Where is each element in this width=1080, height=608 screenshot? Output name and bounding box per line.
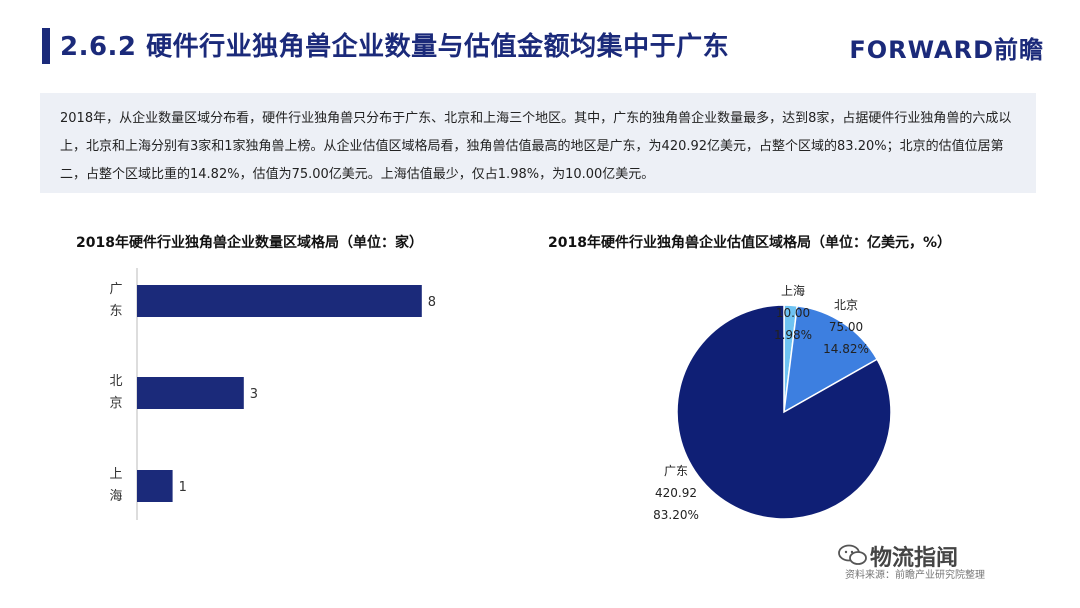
bar-value-label: 8	[428, 295, 436, 310]
bar-北京	[137, 377, 244, 409]
pie-label-name: 北京	[834, 298, 858, 312]
category-label: 北	[109, 374, 122, 389]
bar-上海	[137, 470, 173, 502]
pie-label-percent: 83.20%	[653, 508, 699, 522]
title-accent-bar	[42, 28, 50, 64]
wechat-icon	[838, 544, 867, 565]
pie-label-name: 上海	[781, 283, 805, 298]
category-label: 京	[109, 396, 122, 411]
source-note: 资料来源：前瞻产业研究院整理	[845, 570, 985, 581]
bar-value-label: 3	[250, 387, 258, 402]
category-label: 广	[109, 282, 122, 297]
bar-value-label: 1	[179, 480, 187, 495]
page-title: 2.6.2 硬件行业独角兽企业数量与估值金额均集中于广东	[60, 32, 730, 62]
summary-box: 2018年，从企业数量区域分布看，硬件行业独角兽只分布于广东、北京和上海三个地区…	[40, 93, 1036, 193]
pie-slice-北京	[783, 304, 879, 414]
category-label: 海	[109, 489, 122, 504]
pie-label-value: 75.00	[829, 320, 863, 334]
pie-label-percent: 14.82%	[823, 342, 869, 356]
summary-text: 2018年，从企业数量区域分布看，硬件行业独角兽只分布于广东、北京和上海三个地区…	[60, 111, 1012, 182]
pie-chart-title: 2018年硬件行业独角兽企业估值区域格局（单位：亿美元，%）	[548, 235, 951, 251]
wechat-account-name: 物流指闻	[870, 546, 959, 571]
category-label: 东	[109, 304, 122, 319]
pie-label-name: 广东	[664, 464, 688, 478]
pie-label-percent: 1.98%	[774, 328, 812, 342]
pie-label-value: 420.92	[655, 486, 697, 500]
pie-slice-广东	[676, 304, 892, 520]
forward-logo: FORWARD前瞻	[849, 36, 1044, 64]
bar-广东	[137, 285, 422, 317]
pie-label-value: 10.00	[776, 306, 810, 320]
category-label: 上	[109, 467, 122, 482]
bar-chart-title: 2018年硬件行业独角兽企业数量区域格局（单位：家）	[76, 235, 423, 251]
